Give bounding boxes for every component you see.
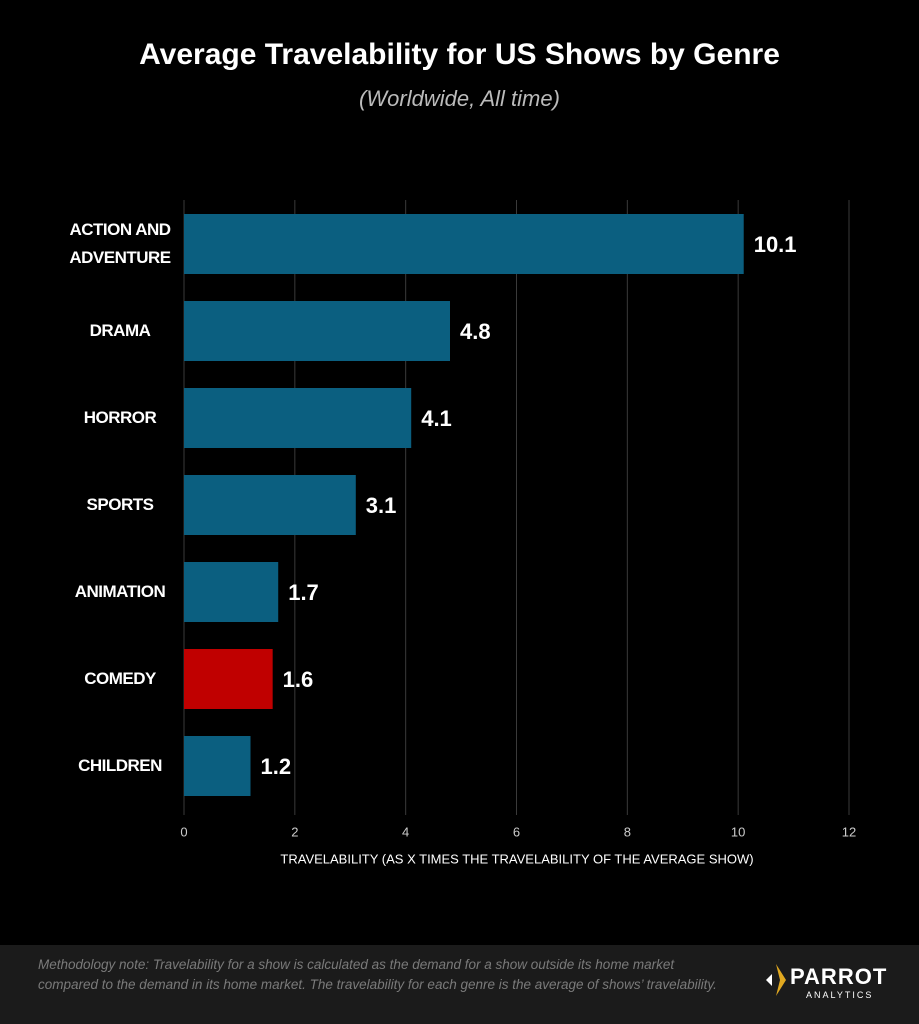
x-tick-label: 4: [402, 824, 409, 839]
x-tick-label: 6: [513, 824, 520, 839]
x-axis-label: TRAVELABILITY (AS X TIMES THE TRAVELABIL…: [280, 851, 753, 866]
y-tick-label: SPORTS: [86, 495, 154, 514]
logo-icon: [766, 964, 786, 996]
bar: [184, 214, 744, 274]
bar: [184, 475, 356, 535]
y-tick-label: ANIMATION: [74, 582, 166, 601]
logo-shape: [776, 964, 786, 996]
footer: [0, 945, 919, 1024]
y-tick-label: CHILDREN: [78, 756, 162, 775]
value-label: 1.6: [283, 667, 314, 692]
chart: TRAVELABILITY (AS X TIMES THE TRAVELABIL…: [180, 200, 856, 866]
y-tick-label: DRAMA: [89, 321, 151, 340]
chart-subtitle: (Worldwide, All time): [359, 86, 560, 111]
value-label: 4.1: [421, 406, 452, 431]
methodology-note: Methodology note: Travelability for a sh…: [38, 957, 717, 992]
y-tick-label: COMEDY: [84, 669, 156, 688]
x-tick-label: 10: [731, 824, 745, 839]
x-tick-label: 8: [624, 824, 631, 839]
y-tick-label: ACTION AND ADVENTURE: [69, 220, 171, 267]
bar: [184, 649, 273, 709]
value-label: 10.1: [754, 232, 797, 257]
bar: [184, 736, 251, 796]
x-tick-label: 2: [291, 824, 298, 839]
value-label: 1.2: [261, 754, 292, 779]
brand: PARROT: [790, 964, 888, 989]
x-tick-label: 0: [180, 824, 187, 839]
value-label: 4.8: [460, 319, 491, 344]
chart-title: Average Travelability for US Shows by Ge…: [139, 38, 780, 71]
value-label: 3.1: [366, 493, 397, 518]
value-label: 1.7: [288, 580, 319, 605]
bar: [184, 562, 279, 622]
logo-shape: [766, 974, 772, 986]
bar: [184, 388, 412, 448]
bar: [184, 301, 450, 361]
brand-sub: ANALYTICS: [806, 990, 874, 1000]
x-tick-label: 12: [842, 824, 856, 839]
y-tick-label: HORROR: [83, 408, 157, 427]
